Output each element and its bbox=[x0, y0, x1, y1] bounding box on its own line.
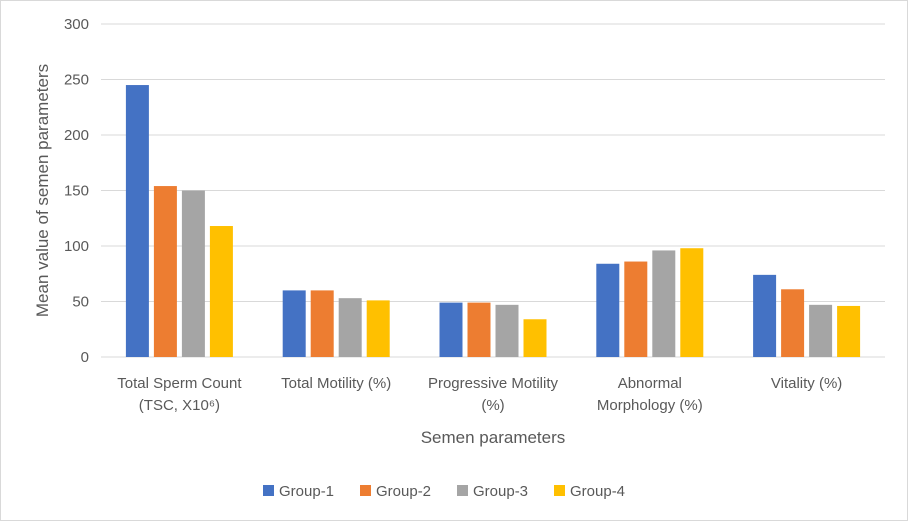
x-category-label-2-line-1: Total Motility (%) bbox=[281, 375, 391, 392]
bar-group-1-cat-3 bbox=[439, 302, 463, 357]
bar-group-3-cat-3 bbox=[495, 304, 519, 357]
bar-group-1-cat-2 bbox=[282, 290, 306, 357]
y-tick-label-0: 0 bbox=[81, 349, 89, 366]
bar-group-2-cat-2 bbox=[310, 290, 334, 357]
x-category-label-1-line-1: Total Sperm Count bbox=[117, 375, 242, 392]
legend-label-group-3: Group-3 bbox=[473, 483, 528, 500]
x-category-label-3-line-2: (%) bbox=[481, 397, 504, 414]
bar-group-4-cat-4 bbox=[680, 248, 704, 357]
x-category-label-3-line-1: Progressive Motility bbox=[428, 375, 559, 392]
legend-label-group-4: Group-4 bbox=[570, 483, 625, 500]
bar-group-4-cat-5 bbox=[837, 305, 861, 357]
bar-group-1-cat-1 bbox=[125, 85, 149, 358]
bar-group-1-cat-5 bbox=[753, 274, 777, 357]
bar-group-4-cat-3 bbox=[523, 319, 547, 357]
x-axis-title: Semen parameters bbox=[421, 428, 566, 447]
y-tick-label-50: 50 bbox=[72, 294, 89, 311]
bar-group-2-cat-4 bbox=[624, 261, 648, 357]
y-tick-label-200: 200 bbox=[64, 127, 89, 144]
bar-group-3-cat-2 bbox=[338, 298, 362, 357]
bar-group-4-cat-1 bbox=[209, 226, 233, 357]
bar-group-1-cat-4 bbox=[596, 263, 620, 357]
x-category-label-4-line-1: Abnormal bbox=[618, 375, 682, 392]
bar-group-2-cat-1 bbox=[153, 186, 177, 357]
y-tick-label-300: 300 bbox=[64, 16, 89, 33]
x-category-label-4-line-2: Morphology (%) bbox=[597, 397, 703, 414]
x-category-labels: Total Sperm Count (TSC, X10⁶) Total Motili… bbox=[117, 375, 842, 414]
legend-swatch-group-1 bbox=[263, 485, 274, 496]
y-tick-labels: 0 50 100 150 200 250 300 bbox=[64, 16, 89, 366]
bar-group-3-cat-5 bbox=[809, 304, 833, 357]
legend-swatch-group-2 bbox=[360, 485, 371, 496]
legend-label-group-1: Group-1 bbox=[279, 483, 334, 500]
legend-swatch-group-3 bbox=[457, 485, 468, 496]
bar-group-4-cat-2 bbox=[366, 300, 390, 357]
bar-group-2-cat-3 bbox=[467, 302, 491, 357]
y-tick-label-250: 250 bbox=[64, 72, 89, 89]
bars bbox=[125, 85, 861, 358]
bar-group-2-cat-5 bbox=[781, 289, 805, 357]
bar-group-3-cat-4 bbox=[652, 250, 676, 357]
y-axis-title: Mean value of semen parameters bbox=[33, 64, 52, 317]
legend: Group-1 Group-2 Group-3 Group-4 bbox=[263, 483, 625, 500]
x-category-label-1-line-2: (TSC, X10⁶) bbox=[139, 397, 220, 414]
bar-group-3-cat-1 bbox=[181, 190, 205, 357]
y-tick-label-100: 100 bbox=[64, 238, 89, 255]
x-category-label-5-line-1: Vitality (%) bbox=[771, 375, 842, 392]
legend-swatch-group-4 bbox=[554, 485, 565, 496]
legend-label-group-2: Group-2 bbox=[376, 483, 431, 500]
y-tick-label-150: 150 bbox=[64, 183, 89, 200]
